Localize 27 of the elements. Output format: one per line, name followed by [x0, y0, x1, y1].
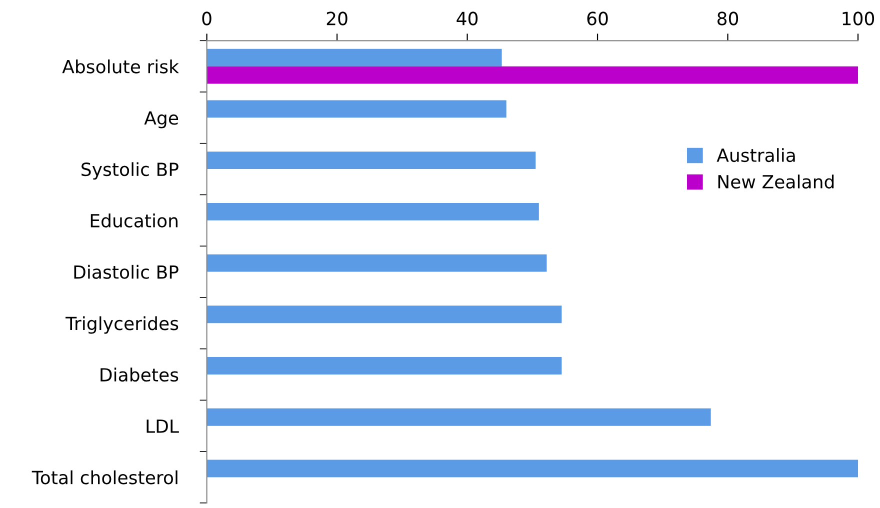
y-tick-label: Diastolic BP — [74, 264, 178, 279]
bar — [206, 408, 711, 426]
y-tick-label: Absolute risk — [62, 59, 179, 74]
x-tick-label: 60 — [587, 12, 608, 26]
x-tick-label: 80 — [717, 12, 738, 26]
bar — [206, 202, 539, 220]
bar — [206, 460, 858, 478]
y-tick-label: Diabetes — [100, 368, 178, 382]
x-tick-label: 100 — [842, 12, 874, 26]
y-tick-label: LDL — [146, 420, 179, 433]
x-tick-label: 0 — [202, 12, 212, 26]
y-tick-label: Triglycerides — [66, 316, 178, 334]
x-tick-label: 40 — [456, 12, 478, 26]
bar — [206, 100, 506, 118]
y-tick-label: Education — [90, 214, 178, 228]
bar — [206, 66, 858, 84]
x-tick-label: 20 — [326, 12, 348, 26]
bar — [206, 152, 536, 170]
y-tick-label: Total cholesterol — [32, 470, 178, 484]
bar — [206, 357, 562, 375]
bar — [206, 48, 502, 66]
y-tick-label: Systolic BP — [82, 162, 178, 180]
legend-label: Australia — [716, 148, 795, 162]
y-tick-label: Age — [144, 111, 178, 128]
bar — [206, 254, 547, 272]
legend-label: New Zealand — [718, 174, 834, 189]
bar — [206, 306, 562, 324]
